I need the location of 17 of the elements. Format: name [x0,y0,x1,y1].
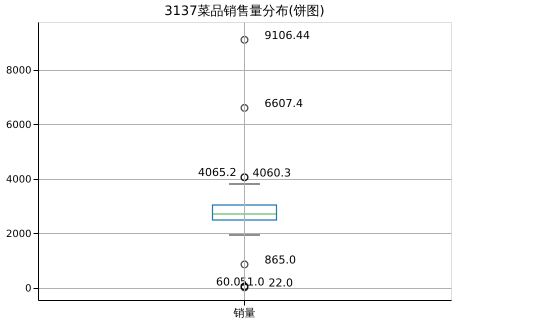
data-label: 60.0 [216,275,240,288]
data-label: 9106.44 [264,28,310,42]
y-tick-label: 6000 [6,120,32,131]
point [240,104,249,112]
chart-title: 3137菜品销售量分布(饼图) [164,4,325,19]
y-tick-label: 4000 [6,174,32,186]
data-label: 22.0 [268,276,293,290]
y-tick-label: 0 [25,284,32,295]
y-tick-label: 8000 [6,65,32,76]
data-label: 4065.2 [198,166,236,180]
data-label: 6607.4 [264,96,303,110]
x-tick-label: 销量 [232,306,256,320]
data-label: 4060.3 [252,166,291,180]
y-tick-label: 2000 [6,229,32,240]
point [240,36,249,44]
data-label: 865.0 [264,253,296,266]
point [240,260,249,268]
